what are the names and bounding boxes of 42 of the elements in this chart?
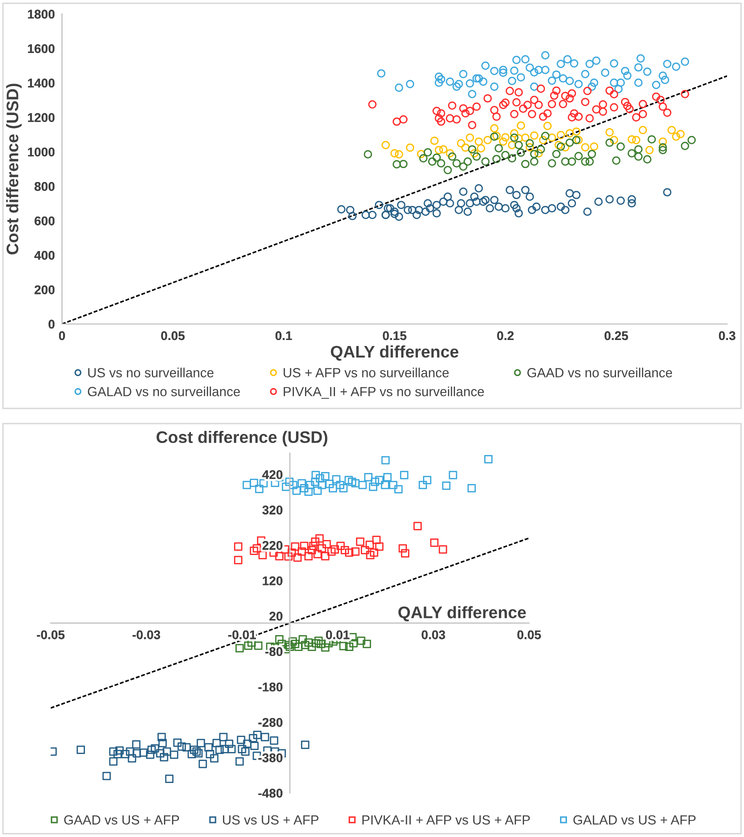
legend-label: PIVKA-II + AFP vs US + AFP — [362, 815, 530, 825]
legend-label: GAAD vs US + AFP — [64, 815, 180, 825]
y-axis-title: Cost difference (USD) — [6, 84, 22, 254]
y-tick-label: 120 — [262, 576, 282, 586]
legend-label: GALAD vs no surveillance — [88, 386, 240, 396]
x-tick-label: 0.05 — [517, 630, 541, 640]
y-tick-label: -180 — [258, 682, 282, 692]
y-tick-label: 400 — [34, 250, 55, 260]
legend-label: GALAD vs US + AFP — [573, 815, 696, 825]
y-tick-label: 1400 — [28, 78, 55, 88]
x-tick-label: 0.03 — [422, 630, 446, 640]
legend-label: US vs US + AFP — [222, 815, 318, 825]
legend-label: US vs no surveillance — [88, 368, 214, 378]
x-tick-label: -0.05 — [36, 630, 65, 640]
x-tick-label: -0.03 — [132, 630, 160, 640]
y-tick-label: 200 — [34, 285, 55, 294]
x-tick-label: 0.3 — [718, 331, 736, 340]
x-tick-label: 0.05 — [161, 331, 185, 340]
x-tick-label: 0.25 — [604, 331, 628, 340]
legend-label: PIVKA_II + AFP vs no surveillance — [284, 386, 484, 399]
y-tick-label: 600 — [34, 216, 55, 226]
legend-label: GAAD vs no surveillance — [527, 368, 672, 378]
y-axis-title: Cost difference (USD) — [156, 430, 328, 446]
y-tick-label: 1600 — [28, 44, 55, 54]
x-axis-title: QALY difference — [398, 606, 526, 622]
x-tick-label: 0.2 — [497, 331, 514, 340]
y-tick-label: 1000 — [28, 148, 55, 156]
y-tick-label: 800 — [34, 182, 55, 191]
y-tick-label: 1200 — [28, 113, 55, 122]
y-tick-label: 0 — [48, 320, 55, 329]
y-tick-label: -480 — [258, 788, 282, 798]
x-axis-title: QALY difference — [330, 345, 458, 361]
y-tick-label: 20 — [269, 612, 282, 621]
x-tick-label: 0.1 — [275, 331, 292, 340]
y-tick-label: 1800 — [28, 10, 55, 19]
y-tick-label: -380 — [258, 753, 282, 762]
legend-label: US + AFP vs no surveillance — [284, 368, 449, 378]
x-tick-label: 0 — [58, 331, 65, 340]
x-tick-label: 0.15 — [382, 331, 406, 340]
y-tick-label: -280 — [258, 718, 282, 727]
x-tick-label: -0.01 — [228, 630, 256, 640]
y-tick-label: 320 — [262, 506, 282, 514]
